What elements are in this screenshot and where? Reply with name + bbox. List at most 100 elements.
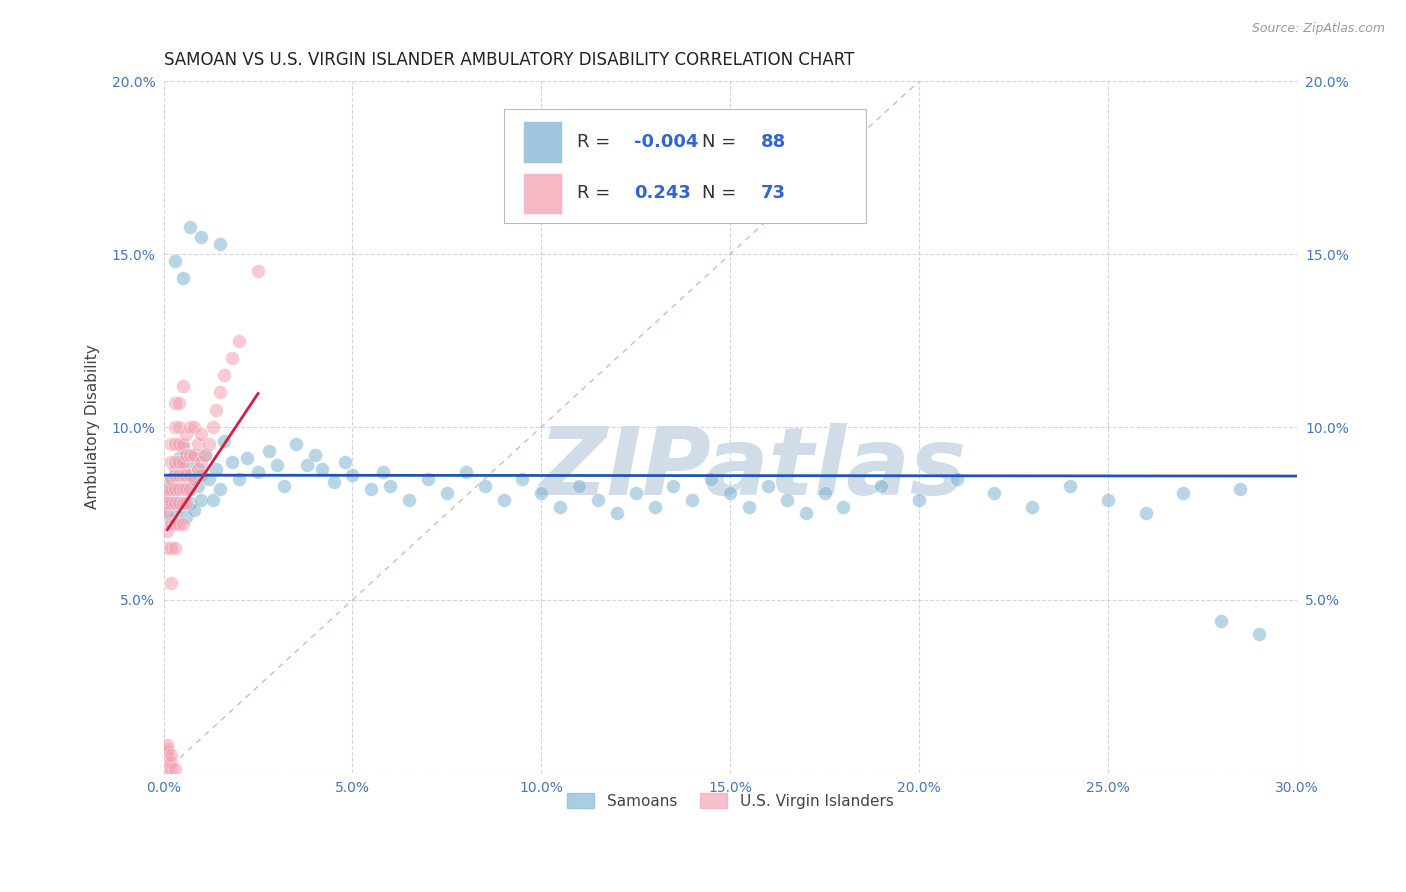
Point — [183, 503, 205, 517]
Point — [416, 472, 439, 486]
Point — [156, 762, 179, 776]
Point — [212, 368, 235, 383]
Point — [194, 448, 217, 462]
Text: 0.243: 0.243 — [634, 185, 690, 202]
Point — [644, 500, 666, 514]
Point — [163, 483, 186, 497]
Point — [174, 468, 197, 483]
Text: N =: N = — [702, 185, 742, 202]
Point — [380, 479, 402, 493]
Point — [813, 485, 835, 500]
Point — [205, 461, 228, 475]
Point — [190, 427, 212, 442]
Point — [163, 516, 186, 531]
Point — [983, 485, 1005, 500]
Point — [1135, 507, 1157, 521]
Point — [205, 402, 228, 417]
Point — [247, 465, 270, 479]
Point — [295, 458, 318, 472]
Point — [183, 451, 205, 466]
Point — [870, 479, 893, 493]
Point — [160, 541, 183, 555]
Point — [259, 444, 281, 458]
Text: SAMOAN VS U.S. VIRGIN ISLANDER AMBULATORY DISABILITY CORRELATION CHART: SAMOAN VS U.S. VIRGIN ISLANDER AMBULATOR… — [163, 51, 853, 69]
Point — [174, 510, 197, 524]
Point — [156, 541, 179, 555]
Point — [160, 756, 183, 770]
Point — [548, 500, 571, 514]
Point — [530, 485, 553, 500]
Point — [172, 378, 194, 392]
Point — [160, 483, 183, 497]
Point — [187, 461, 209, 475]
Point — [187, 437, 209, 451]
Point — [371, 465, 394, 479]
Point — [179, 483, 201, 497]
Point — [156, 496, 179, 510]
Point — [167, 451, 190, 466]
Point — [172, 516, 194, 531]
Point — [179, 496, 201, 510]
Point — [172, 496, 194, 510]
Point — [179, 219, 201, 234]
FancyBboxPatch shape — [523, 121, 562, 163]
Point — [160, 762, 183, 776]
Point — [163, 762, 186, 776]
Point — [311, 461, 333, 475]
Point — [606, 507, 628, 521]
Point — [776, 492, 799, 507]
Point — [172, 437, 194, 451]
Point — [156, 503, 179, 517]
Point — [179, 472, 201, 486]
Point — [172, 441, 194, 455]
Point — [322, 475, 344, 490]
Point — [179, 420, 201, 434]
Point — [187, 479, 209, 493]
Point — [172, 483, 194, 497]
Point — [190, 455, 212, 469]
Point — [172, 496, 194, 510]
Point — [163, 496, 186, 510]
Point — [190, 468, 212, 483]
Point — [209, 483, 232, 497]
Point — [198, 472, 221, 486]
Point — [156, 738, 179, 752]
Point — [160, 516, 183, 531]
Point — [284, 437, 307, 451]
Text: ZIPatlas: ZIPatlas — [538, 423, 967, 515]
Point — [156, 483, 179, 497]
Point — [190, 230, 212, 244]
Point — [908, 492, 931, 507]
Point — [756, 479, 779, 493]
Point — [156, 745, 179, 759]
Point — [398, 492, 420, 507]
Point — [1059, 479, 1081, 493]
Point — [156, 483, 179, 497]
Point — [1229, 483, 1251, 497]
Point — [160, 492, 183, 507]
Text: N =: N = — [702, 133, 742, 151]
Point — [273, 479, 295, 493]
Point — [167, 396, 190, 410]
Point — [454, 465, 477, 479]
Point — [586, 492, 609, 507]
Point — [624, 485, 647, 500]
Point — [221, 351, 243, 365]
Point — [163, 541, 186, 555]
Point — [179, 448, 201, 462]
Point — [194, 448, 217, 462]
FancyBboxPatch shape — [503, 109, 866, 223]
Point — [1021, 500, 1043, 514]
Point — [183, 472, 205, 486]
Point — [167, 483, 190, 497]
Text: Source: ZipAtlas.com: Source: ZipAtlas.com — [1251, 22, 1385, 36]
Point — [700, 472, 723, 486]
Point — [160, 748, 183, 763]
Point — [167, 420, 190, 434]
Legend: Samoans, U.S. Virgin Islanders: Samoans, U.S. Virgin Islanders — [561, 787, 900, 815]
Point — [1097, 492, 1119, 507]
Point — [156, 489, 179, 503]
Point — [156, 524, 179, 538]
Point — [163, 437, 186, 451]
Point — [156, 748, 179, 763]
